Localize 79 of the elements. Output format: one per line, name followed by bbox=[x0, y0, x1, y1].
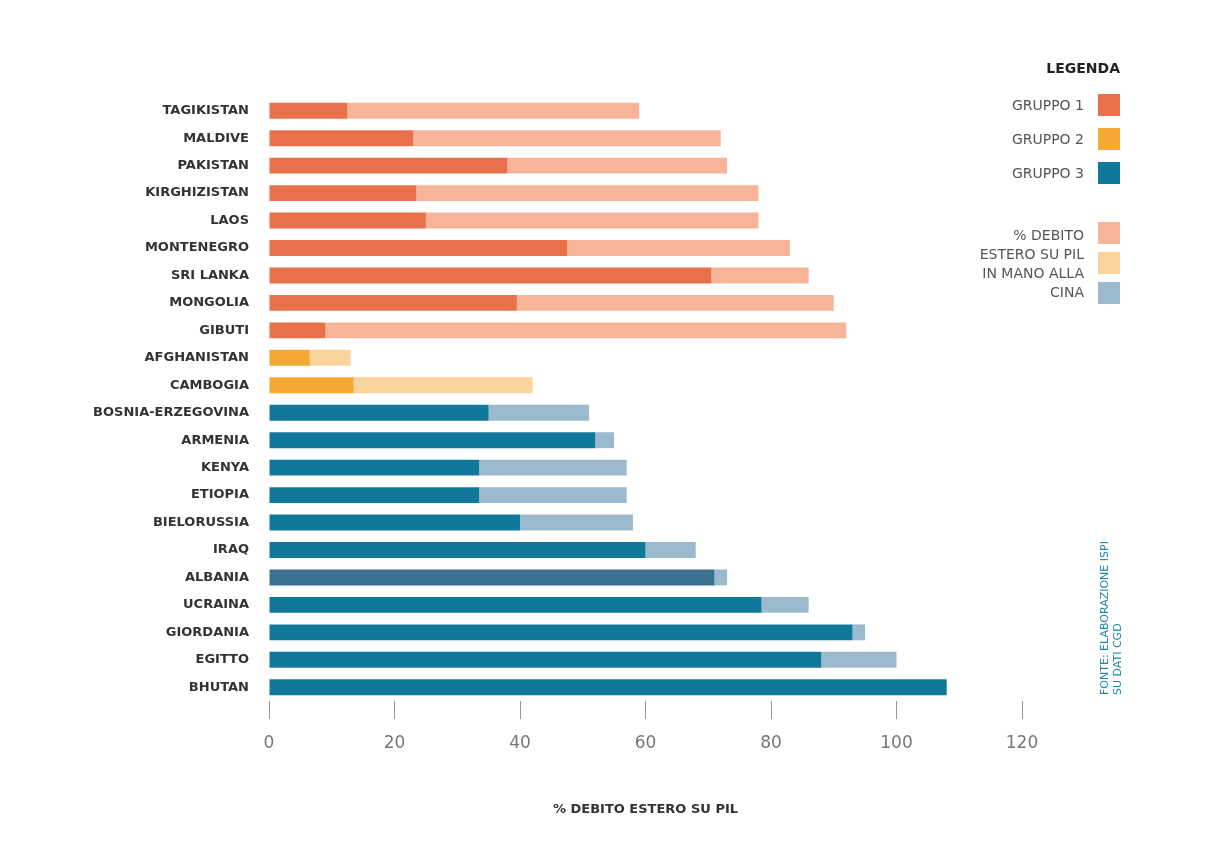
bar bbox=[645, 542, 696, 558]
bar bbox=[269, 514, 520, 531]
bar bbox=[269, 185, 417, 202]
bar bbox=[269, 294, 517, 311]
y-tick-label: UCRAINA bbox=[183, 596, 249, 612]
bar bbox=[269, 596, 762, 613]
bar bbox=[269, 349, 310, 366]
bar bbox=[309, 349, 351, 366]
bar bbox=[325, 322, 847, 339]
y-tick-label: GIBUTI bbox=[199, 321, 249, 337]
legend-label: GRUPPO 3 bbox=[1011, 165, 1084, 181]
x-tick-label: 60 bbox=[634, 731, 657, 752]
bar bbox=[269, 322, 326, 339]
y-tick-label: KENYA bbox=[200, 459, 249, 475]
bar bbox=[516, 294, 834, 311]
x-tick-label: 20 bbox=[383, 731, 406, 752]
y-tick-label: ARMENIA bbox=[181, 431, 249, 447]
bar bbox=[714, 569, 728, 586]
y-tick-label: GIORDANIA bbox=[165, 623, 249, 639]
legend-label: % DEBITO ESTERO SU PIL IN MANO ALLA CINA bbox=[978, 226, 1084, 302]
bar bbox=[269, 404, 489, 421]
bar bbox=[347, 102, 640, 119]
bar bbox=[269, 651, 822, 668]
bar bbox=[761, 596, 809, 613]
bar bbox=[567, 240, 790, 256]
bar bbox=[269, 102, 348, 119]
y-tick-label: ALBANIA bbox=[184, 568, 249, 584]
bar bbox=[413, 130, 721, 147]
bar bbox=[269, 569, 715, 586]
bar bbox=[479, 459, 627, 476]
bar bbox=[269, 157, 508, 174]
legend-label: GRUPPO 2 bbox=[1011, 131, 1084, 147]
y-tick-label: BIELORUSSIA bbox=[152, 513, 249, 529]
x-axis-title: % DEBITO ESTERO SU PIL bbox=[552, 800, 739, 816]
y-tick-label: BHUTAN bbox=[188, 678, 249, 694]
x-tick-label: 100 bbox=[880, 731, 913, 752]
bar bbox=[852, 624, 866, 641]
y-tick-label: IRAQ bbox=[213, 541, 249, 557]
x-tick-label: 0 bbox=[263, 731, 275, 752]
bar bbox=[711, 267, 809, 284]
y-tick-label: MONTENEGRO bbox=[144, 239, 249, 255]
x-tick-label: 40 bbox=[509, 731, 531, 752]
bar bbox=[520, 514, 633, 531]
bar bbox=[507, 157, 728, 174]
bar bbox=[425, 212, 759, 229]
bar bbox=[269, 487, 480, 504]
bar bbox=[416, 185, 759, 202]
bar bbox=[269, 377, 354, 394]
y-tick-label: EGITTO bbox=[195, 651, 249, 667]
y-tick-label: PAKISTAN bbox=[177, 157, 249, 173]
bar bbox=[595, 432, 615, 449]
bar bbox=[269, 130, 414, 147]
bar bbox=[269, 679, 947, 696]
y-tick-label: KIRGHIZISTAN bbox=[145, 184, 249, 200]
y-tick-label: TAGIKISTAN bbox=[162, 102, 249, 118]
y-tick-label: MONGOLIA bbox=[169, 294, 249, 310]
bar bbox=[269, 240, 568, 256]
y-tick-label: CAMBOGIA bbox=[169, 376, 249, 392]
x-tick-label: 80 bbox=[760, 731, 782, 752]
x-tick-label: 120 bbox=[1005, 731, 1039, 752]
bar bbox=[269, 624, 853, 641]
bar bbox=[353, 377, 533, 394]
y-tick-label: SRI LANKA bbox=[170, 266, 249, 282]
legend-label: GRUPPO 1 bbox=[1011, 97, 1084, 113]
bar bbox=[488, 404, 590, 421]
y-tick-label: AFGHANISTAN bbox=[144, 349, 249, 365]
y-tick-label: ETIOPIA bbox=[190, 486, 249, 502]
bar bbox=[269, 212, 426, 229]
bar bbox=[479, 487, 627, 504]
bar bbox=[821, 651, 897, 668]
bar bbox=[269, 542, 646, 558]
y-tick-label: LAOS bbox=[210, 211, 249, 227]
bar bbox=[269, 432, 596, 449]
y-tick-label: MALDIVE bbox=[183, 129, 249, 145]
y-tick-label: BOSNIA-ERZEGOVINA bbox=[93, 404, 249, 420]
legend-title: LEGENDA bbox=[1045, 60, 1120, 76]
source-note: FONTE: ELABORAZIONE ISPI SU DATI CGD bbox=[1098, 540, 1124, 695]
bar bbox=[269, 459, 480, 476]
bar bbox=[269, 267, 712, 284]
